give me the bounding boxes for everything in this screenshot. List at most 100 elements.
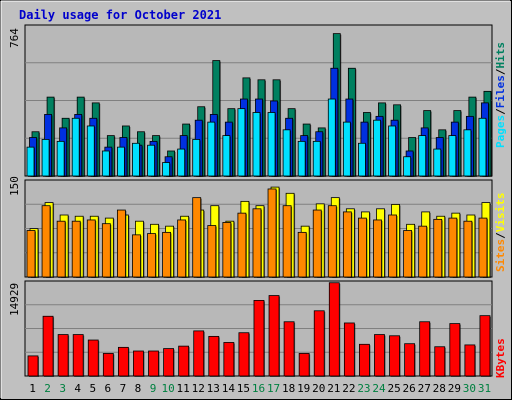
bar-sites (267, 188, 277, 278)
bar-pages (342, 121, 351, 177)
bar-pages (418, 135, 427, 177)
day-label: 16 (252, 382, 265, 395)
bar-sites (448, 217, 458, 278)
bar-pages (433, 148, 442, 177)
day-label: 19 (297, 382, 310, 395)
x-axis-day-labels: 1 2 3 4 5 6 7 8 9 10 11 12 13 14 15 16 17 18 19 20 21 22 23 24 2… (29, 382, 491, 395)
bar-pages (162, 162, 170, 177)
bar-pages (132, 142, 140, 177)
legend-sites: Sites (494, 239, 507, 272)
legend-middle: Sites/Visits (494, 193, 507, 273)
legend-pages: Pages (494, 115, 507, 148)
bar-sites (147, 233, 156, 278)
day-label: 7 (120, 382, 127, 395)
bar-sites (418, 225, 428, 278)
bar-kbytes (223, 342, 235, 377)
bar-sites (162, 231, 171, 278)
bar-kbytes (148, 350, 159, 377)
bar-sites (478, 217, 488, 278)
bar-sites (388, 214, 397, 278)
day-label: 20 (312, 382, 325, 395)
day-label: 26 (403, 382, 416, 395)
chart-title: Daily usage for October 2021 (19, 8, 221, 22)
day-label: 24 (372, 382, 386, 395)
bar-kbytes (87, 339, 99, 377)
bar-kbytes (283, 321, 295, 377)
day-label: 30 (463, 382, 476, 395)
day-label: 3 (59, 382, 66, 395)
bar-pages (192, 139, 201, 177)
bar-pages (56, 140, 65, 177)
bar-kbytes (359, 343, 370, 377)
bar-kbytes (117, 346, 129, 377)
bar-sites (26, 230, 36, 278)
bar-kbytes (72, 334, 84, 377)
bar-pages (478, 117, 487, 177)
day-label: 22 (342, 382, 355, 395)
bar-pages (373, 119, 381, 177)
legend-slash: / (494, 108, 507, 115)
bar-pages (177, 148, 186, 177)
day-label: 14 (222, 382, 236, 395)
day-label: 10 (161, 382, 174, 395)
bar-sites (56, 220, 66, 278)
bar-sites (86, 219, 96, 278)
bar-pages (282, 129, 291, 177)
bar-pages (41, 139, 50, 177)
bar-kbytes (57, 334, 69, 377)
bar-pages (463, 129, 472, 177)
day-label: 11 (177, 382, 190, 395)
bar-sites (358, 217, 367, 278)
bar-sites (297, 231, 307, 278)
bar-sites (116, 209, 126, 278)
bar-kbytes (102, 353, 114, 377)
bar-kbytes (178, 345, 190, 377)
legend-slash: / (494, 232, 507, 239)
bar-sites (207, 225, 217, 278)
day-label: 2 (44, 382, 51, 395)
legend-visits: Visits (494, 193, 507, 233)
bar-pages (116, 146, 125, 177)
bar-kbytes (404, 343, 416, 377)
day-label: 21 (327, 382, 340, 395)
bar-sites (433, 218, 443, 278)
bar-sites (327, 205, 337, 278)
day-label: 6 (105, 382, 112, 395)
bar-kbytes (313, 310, 325, 377)
day-label: 31 (478, 382, 491, 395)
day-label: 27 (418, 382, 431, 395)
day-label: 4 (74, 382, 81, 395)
y-max-label-top: 764 (8, 28, 21, 48)
bar-sites (71, 220, 81, 278)
bar-kbytes (464, 344, 476, 377)
legend-bottom: KBytes (494, 338, 507, 378)
day-label: 9 (150, 382, 157, 395)
bar-kbytes (27, 355, 39, 377)
bar-pages (358, 142, 366, 177)
day-label: 23 (357, 382, 370, 395)
bar-pages (86, 125, 95, 177)
bar-kbytes (238, 332, 250, 377)
bar-kbytes (133, 350, 144, 377)
bar-sites (237, 212, 247, 278)
y-max-label-middle: 150 (8, 176, 21, 196)
bar-kbytes (193, 330, 205, 377)
bar-pages (312, 140, 321, 177)
bar-kbytes (389, 335, 400, 377)
legend-hits: Hits (494, 42, 507, 69)
bar-pages (403, 156, 412, 177)
panel-middle (24, 179, 493, 278)
day-label: 15 (237, 382, 250, 395)
legend-slash: / (494, 68, 507, 75)
day-label: 17 (267, 382, 280, 395)
bar-pages (207, 121, 216, 177)
bar-pages (252, 112, 261, 177)
bar-kbytes (253, 300, 265, 377)
day-label: 28 (433, 382, 446, 395)
bar-sites (282, 205, 292, 278)
bar-sites (222, 222, 232, 278)
bar-pages (71, 117, 80, 177)
bar-sites (132, 234, 141, 278)
bar-pages (388, 125, 396, 177)
